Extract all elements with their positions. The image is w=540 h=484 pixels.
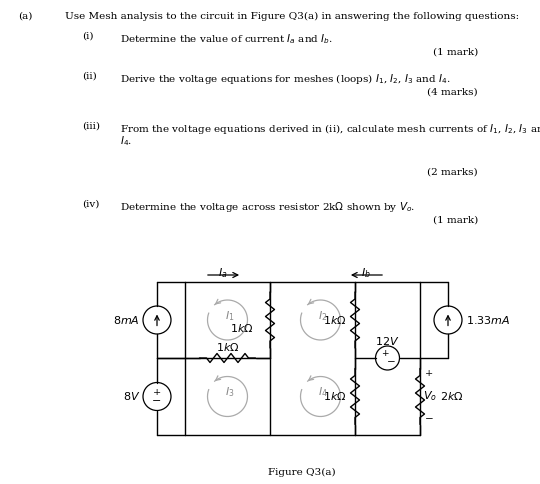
- Text: (4 marks): (4 marks): [427, 88, 478, 97]
- Text: $1kΩ$: $1kΩ$: [323, 391, 347, 403]
- Text: (ii): (ii): [82, 72, 97, 81]
- Text: $1kΩ$: $1kΩ$: [230, 322, 254, 334]
- Text: From the voltage equations derived in (ii), calculate mesh currents of $I_1$, $I: From the voltage equations derived in (i…: [120, 122, 540, 136]
- Text: (1 mark): (1 mark): [433, 48, 478, 57]
- Text: Use Mesh analysis to the circuit in Figure Q3(a) in answering the following ques: Use Mesh analysis to the circuit in Figu…: [65, 12, 519, 21]
- Text: −: −: [152, 396, 161, 407]
- Text: $8mA$: $8mA$: [113, 314, 140, 326]
- Text: $I_3$: $I_3$: [225, 386, 234, 399]
- Text: (1 mark): (1 mark): [433, 216, 478, 225]
- Text: $I_b$: $I_b$: [361, 266, 371, 280]
- Text: (a): (a): [18, 12, 32, 21]
- Text: (2 marks): (2 marks): [427, 168, 478, 177]
- Text: Figure Q3(a): Figure Q3(a): [268, 468, 336, 477]
- Text: $1kΩ$: $1kΩ$: [323, 314, 347, 326]
- Text: +: +: [381, 349, 388, 359]
- Text: $V_o$: $V_o$: [423, 390, 437, 403]
- Text: Determine the value of current $I_a$ and $I_b$.: Determine the value of current $I_a$ and…: [120, 32, 333, 46]
- Text: $8V$: $8V$: [123, 391, 140, 403]
- Text: −: −: [387, 358, 396, 366]
- Text: $12V$: $12V$: [375, 335, 400, 347]
- Text: $2kΩ$: $2kΩ$: [440, 391, 463, 403]
- Text: $1kΩ$: $1kΩ$: [216, 341, 239, 353]
- Text: −: −: [425, 415, 434, 424]
- Text: $I_1$: $I_1$: [225, 309, 234, 323]
- Text: +: +: [153, 388, 161, 397]
- Text: $I_4$.: $I_4$.: [120, 134, 132, 148]
- Text: (iv): (iv): [82, 200, 99, 209]
- Text: (i): (i): [82, 32, 93, 41]
- Text: $I_2$: $I_2$: [318, 309, 327, 323]
- Text: $I_4$: $I_4$: [318, 386, 327, 399]
- Text: $1.33mA$: $1.33mA$: [466, 314, 510, 326]
- Text: Derive the voltage equations for meshes (loops) $I_1$, $I_2$, $I_3$ and $I_4$.: Derive the voltage equations for meshes …: [120, 72, 451, 86]
- Text: (iii): (iii): [82, 122, 100, 131]
- Text: $I_a$: $I_a$: [218, 266, 228, 280]
- Text: Determine the voltage across resistor 2k$\Omega$ shown by $V_o$.: Determine the voltage across resistor 2k…: [120, 200, 415, 214]
- Text: +: +: [425, 369, 433, 378]
